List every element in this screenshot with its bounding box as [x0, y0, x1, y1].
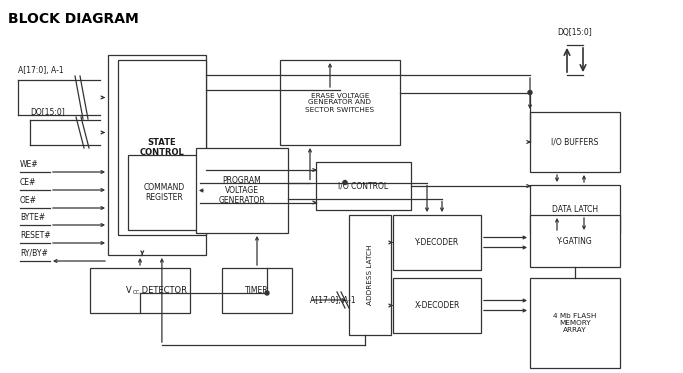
Bar: [280, 60, 400, 145]
Text: DQ[15:0]: DQ[15:0]: [557, 28, 592, 37]
Text: BLOCK DIAGRAM: BLOCK DIAGRAM: [8, 12, 139, 26]
Text: STATE
CONTROL: STATE CONTROL: [139, 138, 184, 157]
Text: CE#: CE#: [20, 178, 36, 187]
Text: DQ[15:0]: DQ[15:0]: [30, 108, 65, 117]
Text: PROGRAM
VOLTAGE
GENERATOR: PROGRAM VOLTAGE GENERATOR: [219, 176, 266, 206]
Text: RESET#: RESET#: [20, 231, 51, 240]
Text: TIMER: TIMER: [245, 286, 269, 295]
Bar: [393, 278, 481, 333]
Text: BYTE#: BYTE#: [20, 213, 45, 222]
Bar: [530, 215, 620, 267]
Text: I/O CONTROL: I/O CONTROL: [339, 182, 389, 191]
Text: ADDRESS LATCH: ADDRESS LATCH: [367, 245, 373, 305]
Bar: [90, 268, 190, 313]
Text: OE#: OE#: [20, 196, 37, 205]
Bar: [393, 215, 481, 270]
Circle shape: [528, 91, 532, 94]
Bar: [128, 155, 200, 230]
Bar: [108, 55, 206, 255]
Bar: [530, 278, 620, 368]
Text: DETECTOR: DETECTOR: [139, 286, 187, 295]
Text: A[17:0], A-1: A[17:0], A-1: [310, 295, 356, 304]
Bar: [530, 112, 620, 172]
Bar: [316, 162, 411, 210]
Text: 4 Mb FLASH
MEMORY
ARRAY: 4 Mb FLASH MEMORY ARRAY: [553, 313, 597, 333]
Text: DATA LATCH: DATA LATCH: [552, 204, 598, 213]
Text: RY/BY#: RY/BY#: [20, 249, 48, 258]
Bar: [222, 268, 292, 313]
Text: COMMAND
REGISTER: COMMAND REGISTER: [143, 183, 184, 202]
Text: WE#: WE#: [20, 160, 39, 169]
Text: CC: CC: [133, 291, 140, 295]
Text: Y-DECODER: Y-DECODER: [415, 238, 459, 247]
Circle shape: [265, 291, 269, 295]
Bar: [349, 215, 391, 335]
Text: X-DECODER: X-DECODER: [415, 301, 460, 310]
Text: ERASE VOLTAGE
GENERATOR AND
SECTOR SWITCHES: ERASE VOLTAGE GENERATOR AND SECTOR SWITC…: [305, 93, 374, 113]
Text: I/O BUFFERS: I/O BUFFERS: [551, 138, 599, 147]
Text: V: V: [126, 286, 132, 295]
Text: A[17:0], A-1: A[17:0], A-1: [18, 66, 64, 75]
Bar: [196, 148, 288, 233]
Text: Y-GATING: Y-GATING: [557, 236, 593, 245]
Bar: [118, 60, 206, 235]
Circle shape: [343, 181, 347, 185]
Bar: [530, 185, 620, 233]
